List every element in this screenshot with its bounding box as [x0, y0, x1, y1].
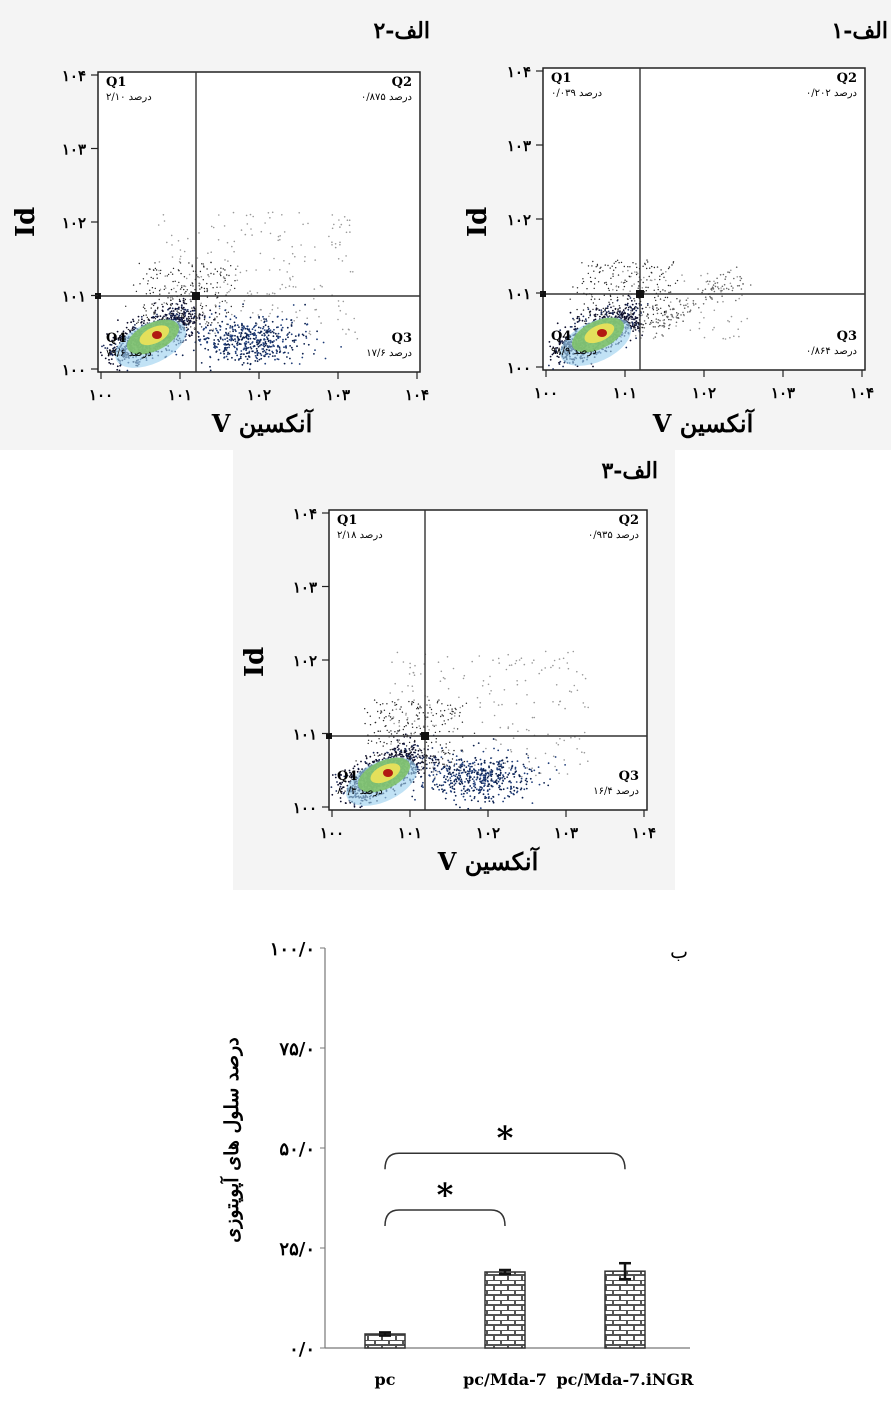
quadrant-name-q2: Q2 — [619, 513, 639, 528]
gate-handle-left — [326, 733, 332, 739]
y-tick-label: ۱۰۰ — [62, 361, 86, 379]
category-label-2: pc/Mda-7.iNGR — [556, 1370, 694, 1389]
x-tick-label: ۱۰۱ — [398, 824, 422, 842]
x-tick-label: ۱۰۰ — [89, 386, 113, 404]
quadrant-name-q4: Q4 — [551, 329, 571, 344]
y-tick-label: ۱۰۲ — [62, 214, 86, 232]
quadrant-name-q4: Q4 — [106, 331, 126, 346]
quadrant-value-q4: ۷۹/۶ درصد — [106, 348, 152, 359]
quadrant-name-q1: Q1 — [551, 71, 571, 86]
quadrant-value-q1: ۰/۰۳۹ درصد — [551, 88, 602, 99]
y-tick-label: ۱۰۰/۰ — [270, 939, 315, 960]
y-tick-label: ۲۵/۰ — [279, 1239, 315, 1260]
x-tick-label: ۱۰۳ — [326, 386, 350, 404]
y-tick-label: ۱۰۳ — [507, 137, 531, 155]
quadrant-name-q1: Q1 — [337, 513, 357, 528]
y-tick-label: ۱۰۲ — [293, 652, 317, 670]
x-tick-label: ۱۰۲ — [247, 386, 271, 404]
bar-1 — [484, 1271, 526, 1349]
panel-label: الف-۱ — [831, 18, 888, 44]
gate-handle-center — [421, 732, 429, 740]
y-tick-label: ۱۰۴ — [62, 67, 86, 85]
y-tick-label: ۱۰۰ — [507, 359, 531, 377]
quadrant-value-q2: ۰/۲۰۲ درصد — [806, 88, 857, 99]
significance-bracket-0 — [384, 1209, 506, 1227]
bar-2 — [604, 1270, 646, 1349]
y-tick-label: ۱۰۳ — [293, 579, 317, 597]
quadrant-name-q2: Q2 — [392, 75, 412, 90]
y-tick-label: ۵۰/۰ — [279, 1139, 315, 1160]
quadrant-value-q4: ۹۸/۹ درصد — [551, 346, 597, 357]
quadrant-name-q3: Q3 — [392, 331, 412, 346]
gate-handle-left — [540, 291, 546, 297]
quadrant-name-q1: Q1 — [106, 75, 126, 90]
x-tick-label: ۱۰۰ — [320, 824, 344, 842]
quadrant-value-q3: ۱۷/۶ درصد — [366, 348, 412, 359]
x-axis-label: آنکسین V — [437, 846, 540, 877]
x-tick-label: ۱۰۱ — [613, 384, 637, 402]
chart-panel-label: ب — [670, 941, 688, 963]
quadrant-value-q1: ۲/۱۰ درصد — [106, 92, 152, 103]
y-axis-label: Id — [240, 647, 270, 677]
quadrant-value-q2: ۰/۸۷۵ درصد — [361, 92, 412, 103]
density-peak — [383, 769, 393, 777]
x-tick-label: ۱۰۳ — [554, 824, 578, 842]
y-tick-label: ۱۰۰ — [293, 799, 317, 817]
significance-star-0: * — [437, 1176, 454, 1214]
panel-label: الف-۲ — [373, 18, 430, 44]
y-tick-label: ۰/۰ — [289, 1339, 315, 1360]
flow-panel-1: الف-۱ Q1 ۰/۰۳۹ درصد Q2 ۰/۲۰۲ درصد Q3 ۰/۸۶۴ درص… — [463, 18, 888, 439]
quadrant-value-q2: ۰/۹۳۵ درصد — [588, 530, 639, 541]
x-axis-label: آنکسین V — [211, 408, 314, 439]
gate-handle-center — [192, 292, 200, 300]
x-tick-label: ۱۰۳ — [771, 384, 795, 402]
x-axis-label: آنکسین V — [652, 408, 755, 439]
x-tick-label: ۱۰۴ — [850, 384, 874, 402]
apoptosis-bar-chart: ۰/۰ ۲۵/۰ ۵۰/۰ ۷۵/۰ ۱۰۰/۰ درصد سلول های آپوپتو… — [219, 939, 694, 1389]
quadrant-value-q1: ۲/۱۸ درصد — [337, 530, 383, 541]
y-tick-label: ۱۰۴ — [507, 63, 531, 81]
significance-bracket-1 — [384, 1152, 626, 1170]
x-tick-label: ۱۰۴ — [405, 386, 429, 404]
category-label-1: pc/Mda-7 — [463, 1370, 547, 1389]
y-axis-label: Id — [11, 207, 41, 237]
y-axis-label: Id — [463, 207, 493, 237]
y-axis-label: درصد سلول های آپوپتوزی — [219, 1037, 243, 1242]
quadrant-name-q4: Q4 — [337, 769, 357, 784]
y-tick-label: ۱۰۱ — [507, 285, 531, 303]
density-peak — [152, 331, 162, 339]
density-peak — [597, 329, 607, 337]
y-tick-label: ۱۰۴ — [293, 505, 317, 523]
plot-area — [542, 67, 866, 371]
flow-panel-3: الف-۳ Q1 ۲/۱۸ درصد Q2 ۰/۹۳۵ درصد Q3 ۱۶/۴ درصد Q… — [240, 458, 658, 877]
x-tick-label: ۱۰۰ — [534, 384, 558, 402]
y-tick-label: ۱۰۳ — [62, 141, 86, 159]
x-tick-label: ۱۰۴ — [632, 824, 656, 842]
y-tick-label: ۱۰۱ — [62, 288, 86, 306]
quadrant-value-q4: ۸۰/۴ درصد — [337, 786, 383, 797]
quadrant-name-q3: Q3 — [837, 329, 857, 344]
x-tick-label: ۱۰۱ — [168, 386, 192, 404]
x-tick-label: ۱۰۲ — [692, 384, 716, 402]
quadrant-name-q3: Q3 — [619, 769, 639, 784]
quadrant-value-q3: ۱۶/۴ درصد — [593, 786, 639, 797]
panel-label: الف-۳ — [601, 458, 658, 484]
flow-panel-2: الف-۲ Q1 ۲/۱۰ درصد Q2 ۰/۸۷۵ درصد Q3 ۱۷/۶ درصد Q… — [11, 18, 430, 439]
y-tick-label: ۱۰۲ — [507, 211, 531, 229]
y-tick-label: ۷۵/۰ — [278, 1039, 315, 1060]
significance-star-1: * — [497, 1119, 514, 1157]
y-tick-label: ۱۰۱ — [293, 726, 317, 744]
x-tick-label: ۱۰۲ — [476, 824, 500, 842]
gate-handle-center — [636, 290, 644, 298]
quadrant-value-q3: ۰/۸۶۴ درصد — [806, 346, 857, 357]
quadrant-name-q2: Q2 — [837, 71, 857, 86]
category-label-0: pc — [375, 1370, 396, 1389]
